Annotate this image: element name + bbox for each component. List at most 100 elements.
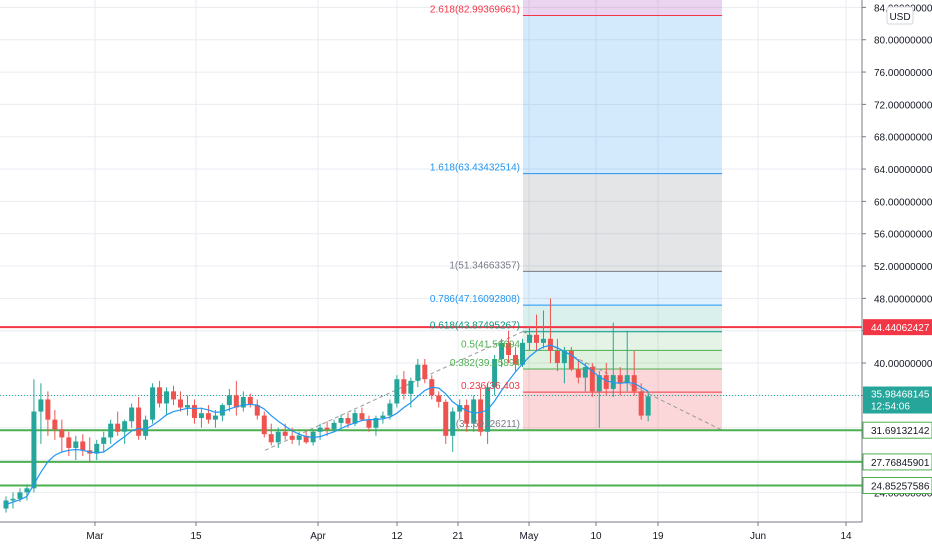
candle-body [219, 405, 225, 416]
y-tick-label: 48.00000000 [874, 294, 932, 305]
price-axis[interactable]: 84.0000000080.0000000076.0000000072.0000… [861, 0, 932, 522]
candle-body [324, 427, 330, 430]
y-tick-label: 64.00000000 [874, 165, 932, 176]
candle-body [638, 391, 644, 416]
y-tick-label: 56.00000000 [874, 230, 932, 241]
level-badge [862, 421, 932, 439]
trend-line[interactable] [264, 331, 723, 451]
candle-body [506, 342, 512, 355]
candle-body [568, 350, 574, 370]
candle-body [254, 405, 260, 416]
candle-body [226, 395, 232, 406]
candle-body [212, 415, 218, 420]
time-axis[interactable]: Mar 15 Apr 12 21 May 10 19 Jun 14 [0, 521, 862, 542]
candle-body [24, 488, 30, 493]
fib-level-label: 0.236(36.403 [461, 381, 520, 392]
candle-body [233, 395, 239, 408]
price-badges: 44.44062427 31.69132142 27.76845901 24.8525… [862, 319, 932, 494]
currency-label: USD [889, 12, 910, 23]
candle-body [31, 411, 37, 489]
candle-body [136, 407, 142, 436]
candle-body [443, 401, 449, 436]
candle-body [205, 413, 211, 420]
x-tick-label: Apr [310, 531, 326, 542]
fib-level-label: 0.5(41.56694 [461, 339, 520, 350]
x-tick-label: 10 [590, 531, 602, 542]
candle-body [561, 350, 567, 364]
fib-zone-top [523, 0, 722, 16]
candle-body [171, 391, 177, 400]
level-badge-label: 31.69132142 [871, 426, 930, 437]
y-tick-label: 76.00000000 [874, 68, 932, 79]
x-tick-label: May [520, 531, 539, 542]
candle-body [129, 407, 135, 422]
candle-body [184, 405, 190, 408]
candle-body [289, 435, 295, 440]
candle-body [338, 418, 344, 423]
level-badge-label: 44.44062427 [871, 323, 930, 334]
x-tick-label: 15 [190, 531, 202, 542]
candle-body [422, 364, 428, 380]
candle-body [645, 396, 651, 416]
fib-zone [523, 173, 722, 272]
candle-body [282, 431, 288, 436]
candle-body [191, 405, 197, 419]
x-tick-label: 19 [652, 531, 664, 542]
candle-body [554, 350, 560, 364]
fib-level-label: 1(51.34663357) [449, 260, 520, 271]
candle-body [3, 500, 9, 509]
candle-body [178, 399, 183, 408]
candle-body [101, 437, 107, 444]
fib-zone [523, 392, 722, 431]
candle-body [157, 387, 163, 404]
candle-body [240, 397, 246, 408]
candle-body [408, 380, 414, 394]
x-tick-label: 12 [391, 531, 403, 542]
fib-zone [523, 271, 722, 306]
y-tick-label: 68.00000000 [874, 133, 932, 144]
currency-badge[interactable]: USD [886, 6, 914, 25]
candle-body [143, 419, 149, 436]
fib-level-label: 1.618(63.43432514) [430, 163, 520, 174]
candle-body [464, 405, 470, 424]
fib-level-label: 0.618(43.87495267) [430, 321, 520, 332]
fib-level-label: 0.382(39.25894 [450, 358, 521, 369]
candle-body [450, 411, 456, 436]
candle-body [331, 422, 337, 430]
y-tick-label: 80.00000000 [874, 36, 932, 47]
trend-line-down[interactable] [522, 331, 723, 431]
candle-body [17, 492, 23, 499]
candle-body [513, 354, 519, 365]
candle-body [589, 367, 595, 392]
level-badge-label: 27.76845901 [871, 458, 930, 469]
horizontal-levels[interactable] [0, 326, 862, 487]
candle-body [122, 421, 128, 432]
candle-body [492, 359, 498, 388]
level-badge [862, 453, 932, 471]
fibonacci-retracement[interactable] [523, 0, 722, 431]
chart-grid [0, 0, 862, 522]
candle-body [415, 364, 421, 381]
candle-body [373, 418, 379, 428]
candle-body [540, 338, 546, 343]
candle-body [617, 375, 623, 384]
y-tick-label: 60.00000000 [874, 197, 932, 208]
x-tick-label: Jun [750, 531, 766, 542]
candle-body [38, 399, 44, 412]
trend-line-up[interactable] [264, 331, 524, 451]
candle-body [520, 342, 526, 365]
fib-level-label: (31.69126211) [456, 419, 520, 430]
fib-level-label: 0.786(47.16092808) [430, 294, 520, 305]
candle-body [575, 369, 581, 378]
candle-body [164, 391, 170, 404]
fibonacci-labels: 2.618(82.99369661) 1.618(63.43432514) 1(51… [430, 5, 521, 431]
candle-body [478, 399, 484, 432]
level-badge [862, 476, 932, 494]
candle-body [150, 387, 156, 420]
candle-body [352, 413, 358, 424]
candle-body [52, 419, 58, 430]
x-tick-label: 14 [840, 531, 852, 542]
candle-body [499, 342, 505, 360]
candle-body [198, 413, 204, 419]
